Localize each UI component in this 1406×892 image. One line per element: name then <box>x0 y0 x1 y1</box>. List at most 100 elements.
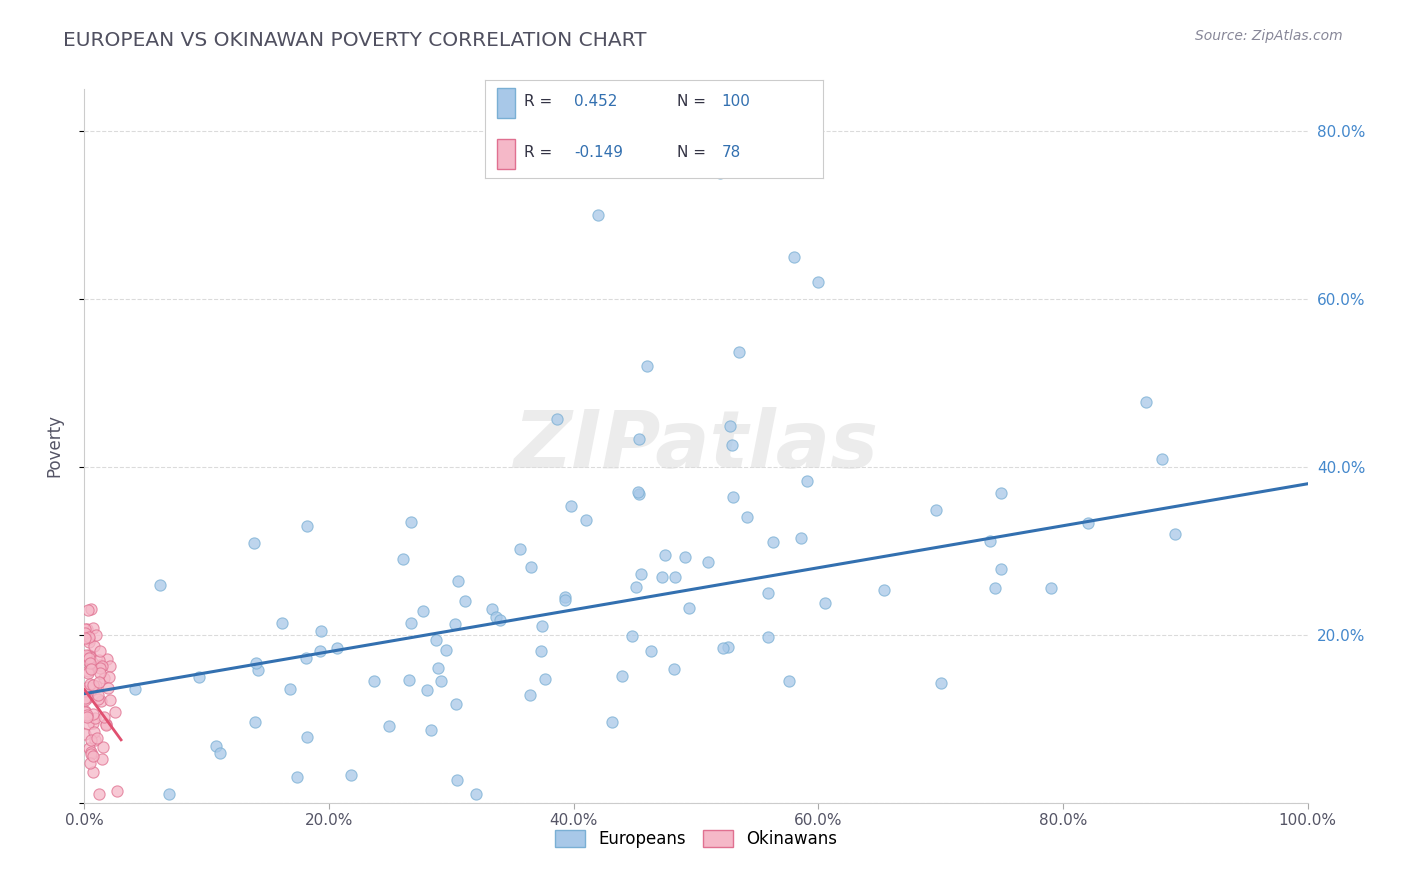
Point <box>157 788 180 802</box>
Point <box>76 603 98 617</box>
Point <box>73 626 96 640</box>
Point <box>87 788 110 802</box>
Point <box>678 600 700 615</box>
Point <box>446 697 468 711</box>
Point <box>723 490 745 504</box>
Point <box>602 714 624 729</box>
Point <box>243 714 266 729</box>
Point <box>807 275 830 289</box>
Point <box>77 631 100 645</box>
Point <box>75 705 97 719</box>
Point <box>984 581 1007 595</box>
Text: ZIPatlas: ZIPatlas <box>513 407 879 485</box>
Point <box>77 665 100 680</box>
Point <box>925 503 948 517</box>
Point <box>309 624 332 638</box>
Point <box>481 602 503 616</box>
Point <box>208 746 231 760</box>
Point <box>640 643 662 657</box>
Point <box>98 658 121 673</box>
Point <box>612 669 634 683</box>
Point <box>554 591 576 605</box>
Point <box>83 724 105 739</box>
Point <box>94 716 117 731</box>
Point <box>574 513 596 527</box>
Point <box>697 555 720 569</box>
Point <box>79 677 101 691</box>
FancyBboxPatch shape <box>496 88 516 118</box>
Point <box>84 680 107 694</box>
Point <box>90 694 112 708</box>
Point <box>489 613 512 627</box>
Point <box>73 691 96 706</box>
Point <box>86 731 108 745</box>
Point <box>75 648 97 663</box>
Point <box>519 688 541 702</box>
Point <box>83 680 105 694</box>
FancyBboxPatch shape <box>496 139 516 169</box>
Point <box>630 567 652 582</box>
Point <box>363 674 385 689</box>
Point <box>756 630 779 644</box>
Point <box>929 676 952 690</box>
Point <box>243 536 266 550</box>
Point <box>76 622 98 636</box>
Point <box>105 784 128 798</box>
Point <box>75 652 97 666</box>
Point <box>427 660 450 674</box>
Point <box>434 643 457 657</box>
Point <box>783 250 806 264</box>
Point <box>97 681 120 695</box>
Point <box>717 640 740 655</box>
Point <box>339 768 361 782</box>
Point <box>664 570 686 584</box>
Point <box>104 705 127 719</box>
Point <box>662 662 685 676</box>
Point <box>425 632 447 647</box>
Point <box>628 487 651 501</box>
Point <box>75 632 97 646</box>
Point <box>187 670 209 684</box>
Point <box>80 682 103 697</box>
Point <box>82 716 104 731</box>
Point <box>796 474 818 488</box>
Point <box>1150 452 1173 467</box>
Point <box>295 730 318 744</box>
Point <box>651 569 673 583</box>
Point <box>709 166 731 180</box>
Point <box>76 717 98 731</box>
Point <box>673 549 696 564</box>
Point <box>419 723 441 737</box>
Point <box>534 672 557 686</box>
Legend: Europeans, Okinawans: Europeans, Okinawans <box>548 823 844 855</box>
Point <box>1135 395 1157 409</box>
Point <box>76 710 98 724</box>
Point <box>76 688 98 702</box>
Point <box>80 745 103 759</box>
Point <box>398 673 420 688</box>
Point <box>82 749 104 764</box>
Text: N =: N = <box>678 145 706 161</box>
Point <box>79 649 101 664</box>
Point <box>91 659 114 673</box>
Text: R =: R = <box>524 95 553 110</box>
Point <box>778 673 800 688</box>
Point <box>1039 581 1062 595</box>
Point <box>80 602 103 616</box>
Y-axis label: Poverty: Poverty <box>45 415 63 477</box>
Point <box>560 499 582 513</box>
Point <box>89 644 111 658</box>
Point <box>620 629 643 643</box>
Point <box>727 344 749 359</box>
Point <box>485 610 508 624</box>
Point <box>82 622 104 636</box>
Point <box>1164 526 1187 541</box>
Point <box>295 651 318 665</box>
Point <box>990 486 1012 500</box>
Point <box>711 640 734 655</box>
Point <box>77 740 100 755</box>
Point <box>73 684 96 698</box>
Point <box>285 770 308 784</box>
Point <box>91 752 114 766</box>
Point <box>93 710 115 724</box>
